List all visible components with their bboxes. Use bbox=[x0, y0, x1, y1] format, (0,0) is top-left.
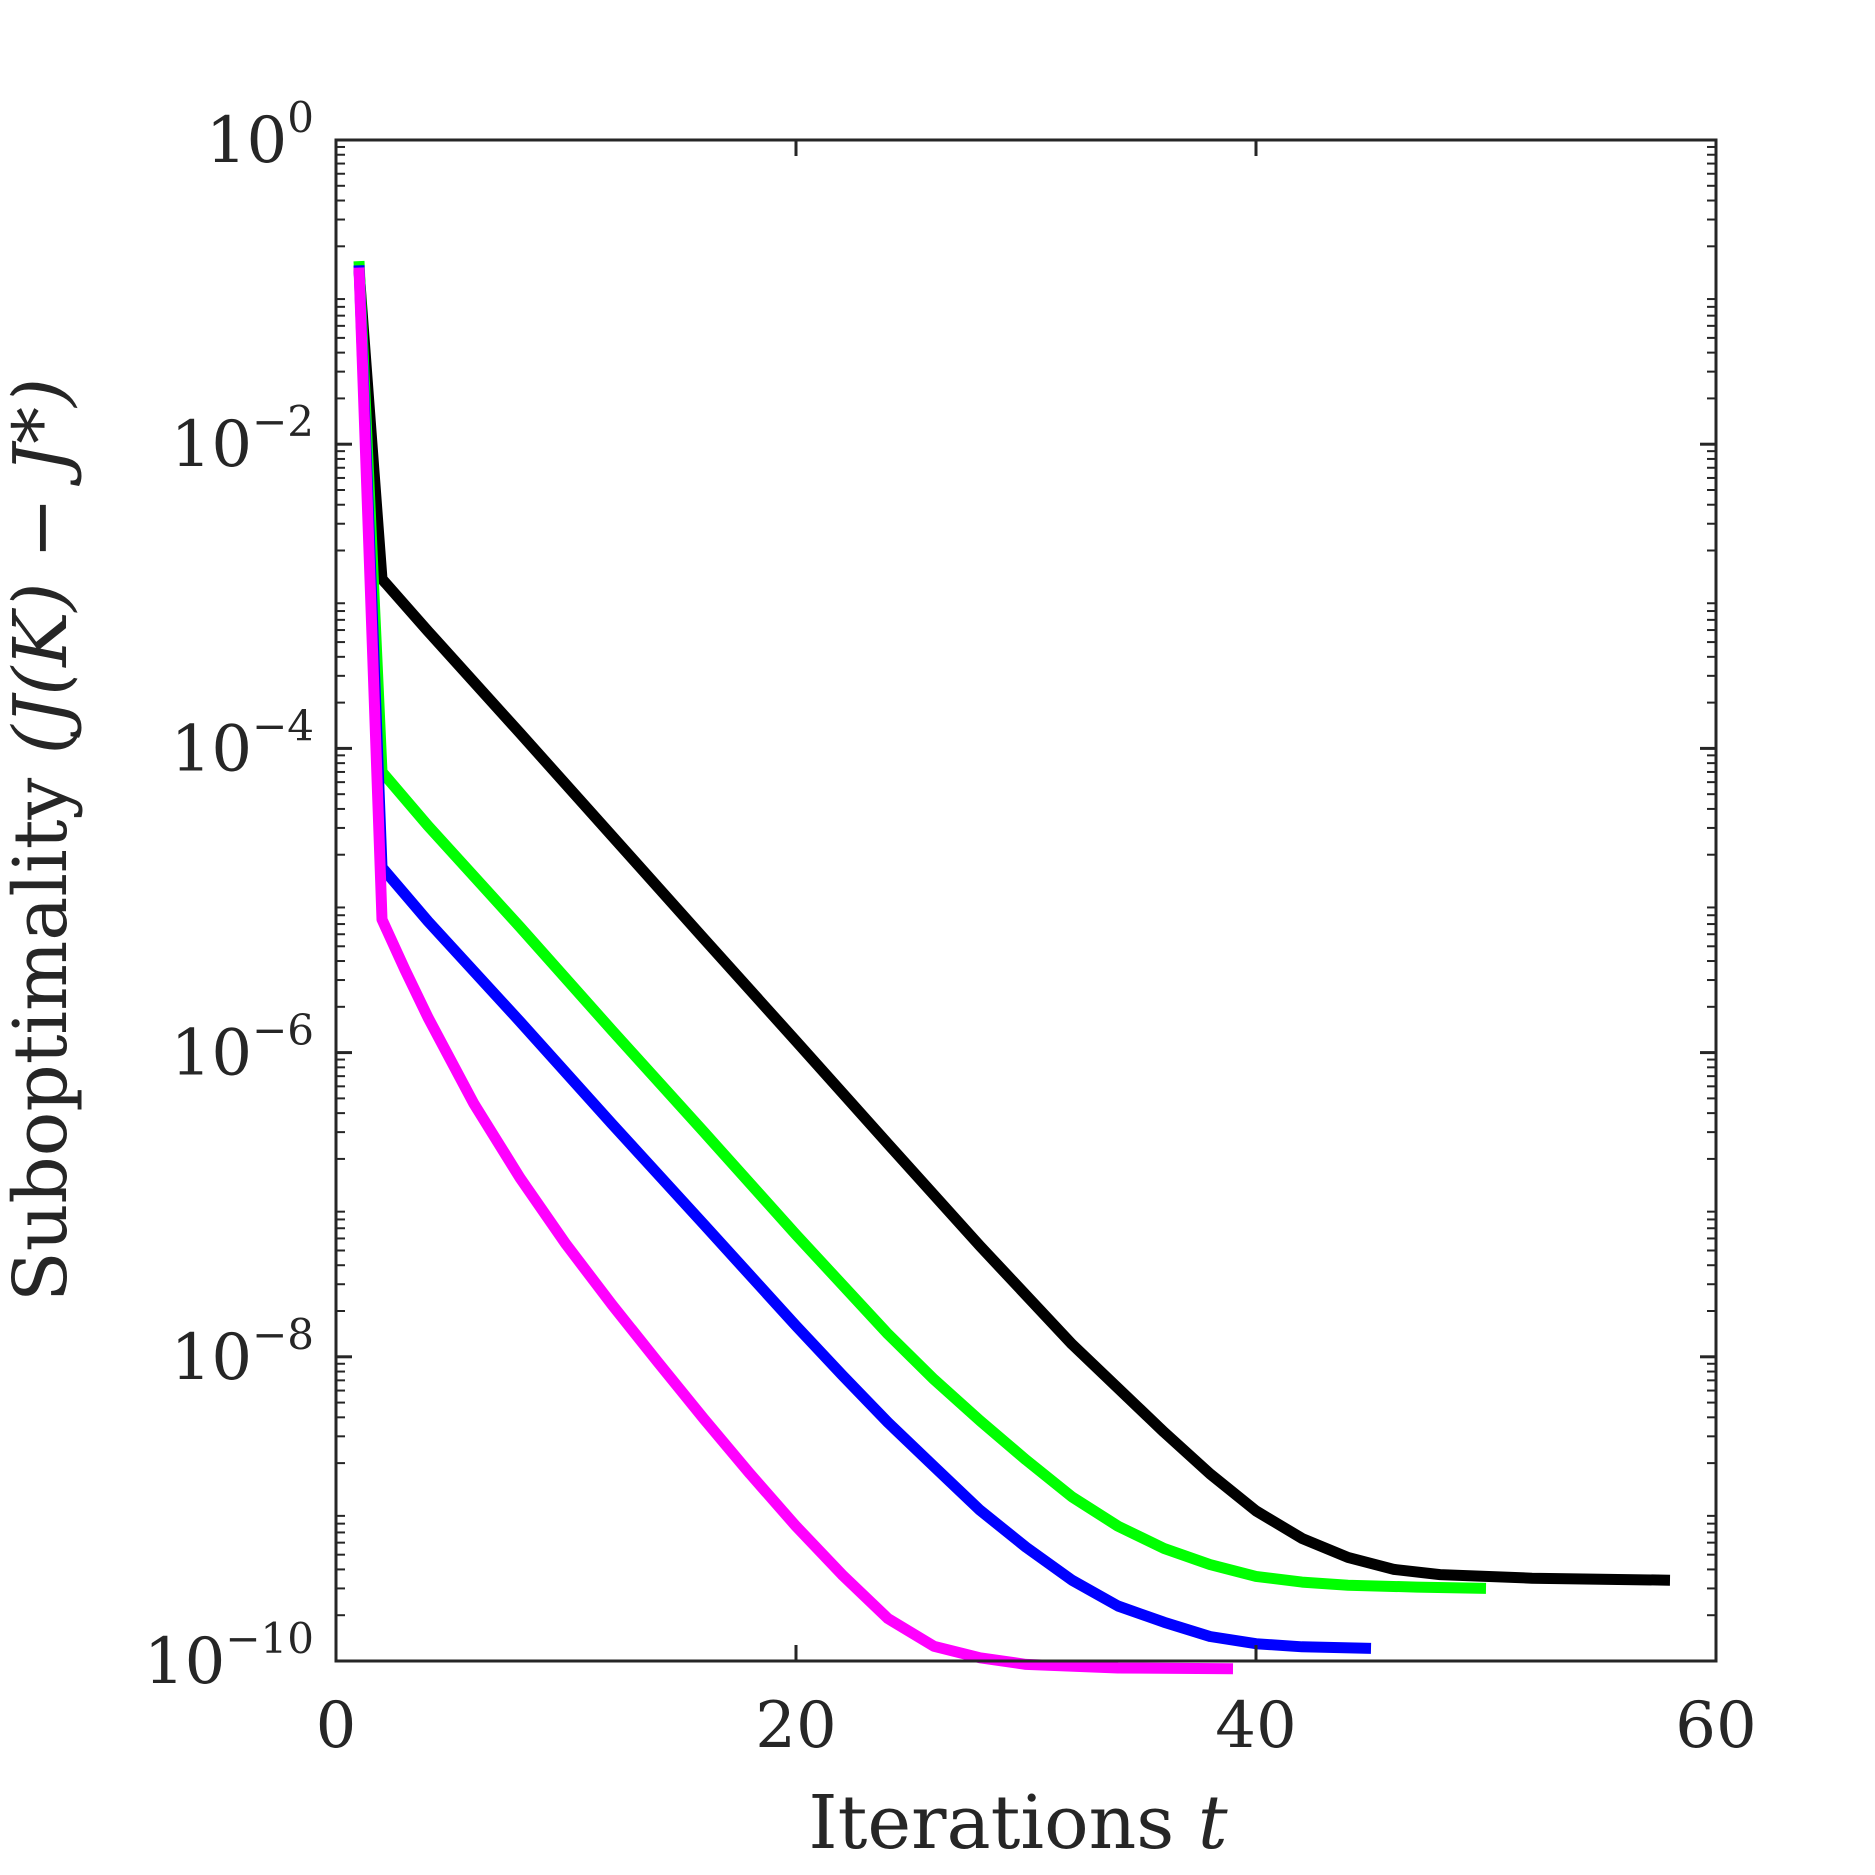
x-tick-label: 0 bbox=[316, 1689, 357, 1763]
major-ticks bbox=[334, 138, 1718, 1663]
x-tick-label: 60 bbox=[1675, 1689, 1756, 1763]
x-tick-label: 20 bbox=[755, 1689, 836, 1763]
series-line-2 bbox=[353, 260, 1487, 1594]
y-tick-label: 100 bbox=[206, 93, 314, 178]
y-tick-label: 10−10 bbox=[144, 1614, 314, 1699]
y-tick-label: 10−6 bbox=[171, 1006, 314, 1091]
y-tick-labels: 100 10−2 10−4 10−6 10−8 10−10 bbox=[144, 93, 314, 1699]
x-axis-label: Iterations t bbox=[808, 1780, 1227, 1866]
y-axis-label: Suboptimality (J(K) − J*) bbox=[0, 378, 84, 1302]
y-axis-label-text: Suboptimality bbox=[0, 778, 84, 1302]
y-tick-label: 10−8 bbox=[171, 1310, 314, 1395]
series-line-4 bbox=[353, 267, 1234, 1675]
plot-frame bbox=[334, 138, 1718, 1663]
x-tick-label: 40 bbox=[1215, 1689, 1296, 1763]
series-line-1 bbox=[353, 269, 1671, 1586]
y-axis-label-math: (J(K) − J*) bbox=[0, 378, 84, 754]
x-axis-label-text: Iterations bbox=[808, 1780, 1174, 1866]
y-tick-label: 10−4 bbox=[171, 701, 314, 786]
y-tick-label: 10−2 bbox=[171, 397, 314, 482]
minor-ticks bbox=[336, 145, 1716, 1617]
x-axis-label-variable: t bbox=[1198, 1780, 1228, 1866]
series-layer bbox=[353, 260, 1671, 1675]
x-tick-labels: 0 20 40 60 bbox=[316, 1689, 1757, 1763]
series-line-3 bbox=[353, 265, 1372, 1654]
